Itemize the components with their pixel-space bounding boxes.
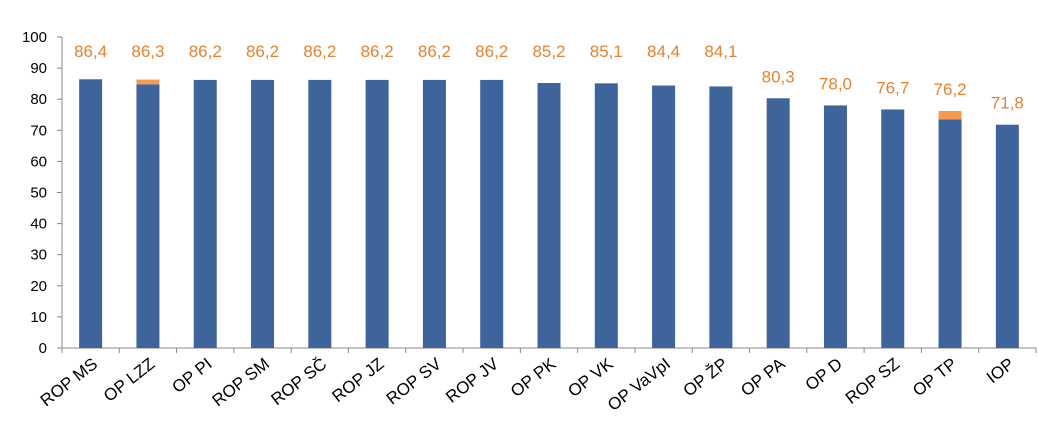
x-category-label: ROP SZ — [842, 354, 903, 408]
y-tick-label: 10 — [30, 309, 47, 326]
bar-base — [938, 119, 962, 348]
data-label: 86,2 — [303, 42, 336, 61]
bar-base — [136, 84, 160, 348]
bars — [79, 79, 1019, 349]
data-label: 84,1 — [704, 42, 737, 61]
x-category-label: OP VaVpI — [604, 354, 674, 415]
bar-base — [594, 83, 618, 349]
x-category-label: ROP SV — [383, 354, 446, 409]
x-category-label: ROP MS — [37, 354, 101, 410]
x-category-label: OP PA — [737, 354, 789, 400]
bar-base — [193, 79, 217, 348]
bar-base — [823, 105, 847, 348]
y-tick-label: 60 — [30, 153, 47, 170]
bar-base — [480, 79, 504, 348]
data-label: 86,2 — [246, 42, 279, 61]
y-tick-label: 80 — [30, 91, 47, 108]
y-axis: 0 10 20 30 40 50 60 70 80 90 100 — [22, 29, 63, 357]
data-label: 80,3 — [762, 67, 795, 86]
y-tick-label: 40 — [30, 216, 47, 233]
bar-extra — [938, 111, 962, 120]
data-label: 71,8 — [991, 94, 1024, 113]
x-category-label: OP LZZ — [100, 354, 158, 405]
x-category-label: ROP SČ — [267, 354, 330, 409]
x-category-label: OP PK — [507, 354, 560, 401]
data-label: 86,3 — [131, 42, 164, 61]
data-label: 78,0 — [819, 74, 852, 93]
x-category-label: OP D — [802, 354, 846, 394]
y-tick-label: 100 — [22, 29, 47, 46]
data-label: 86,2 — [475, 42, 508, 61]
data-label: 84,4 — [647, 42, 680, 61]
data-label: 86,2 — [418, 42, 451, 61]
y-tick-label: 70 — [30, 122, 47, 139]
data-label: 86,2 — [189, 42, 222, 61]
bar-base — [79, 79, 103, 349]
x-category-label: ROP JZ — [328, 354, 387, 406]
x-category-label: OP ŽP — [680, 354, 732, 400]
x-category-label: ROP JV — [442, 354, 502, 407]
bar-extra — [136, 79, 160, 85]
y-tick-label: 20 — [30, 278, 47, 295]
data-label: 85,2 — [532, 42, 565, 61]
x-category-label: OP VK — [564, 354, 617, 401]
x-category-label: OP PI — [169, 354, 216, 397]
data-label: 76,7 — [876, 78, 909, 97]
bar-base — [652, 85, 676, 349]
bar-base — [881, 109, 905, 348]
data-label: 85,1 — [590, 42, 623, 61]
x-category-label: OP TP — [909, 354, 960, 400]
bar-base — [365, 79, 389, 348]
bar-base — [251, 79, 275, 348]
bar-base — [537, 83, 561, 348]
bar-base — [995, 124, 1019, 349]
bar-base — [709, 86, 733, 348]
bar-base — [766, 98, 790, 348]
x-category-label: ROP SM — [209, 354, 273, 410]
data-label: 76,2 — [934, 80, 967, 99]
y-tick-label: 90 — [30, 60, 47, 77]
bar-base — [422, 79, 446, 348]
bar-base — [308, 79, 332, 348]
data-label: 86,4 — [74, 42, 107, 61]
data-labels: 86,4 86,3 86,2 86,2 86,2 86,2 86,2 86,2 85,2 85,1… — [74, 42, 1024, 113]
x-category-label: IOP — [983, 354, 1018, 387]
y-tick-label: 30 — [30, 247, 47, 264]
y-tick-label: 50 — [30, 185, 47, 202]
data-label: 86,2 — [361, 42, 394, 61]
y-tick-label: 0 — [39, 340, 47, 357]
